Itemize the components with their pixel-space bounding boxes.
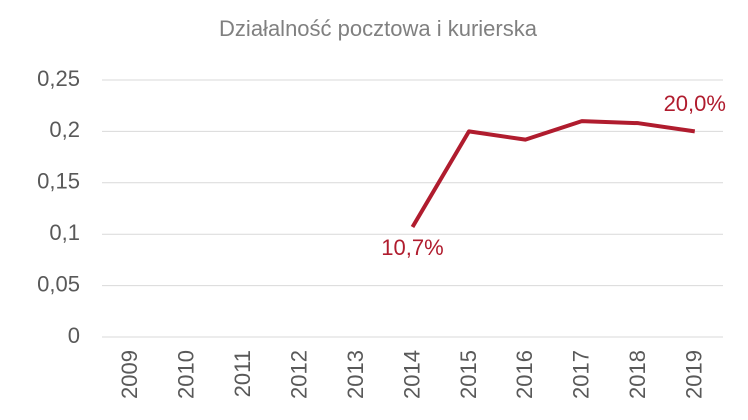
x-tick-label: 2014 <box>399 350 424 399</box>
x-tick-label: 2012 <box>286 350 311 399</box>
y-tick-label: 0,25 <box>37 66 80 91</box>
x-tick-label: 2016 <box>512 350 537 399</box>
y-tick-label: 0 <box>68 323 80 348</box>
y-tick-label: 0,05 <box>37 271 80 296</box>
y-tick-label: 0,2 <box>49 117 80 142</box>
x-tick-label: 2017 <box>569 350 594 399</box>
value-label: 20,0% <box>664 91 726 116</box>
x-tick-label: 2018 <box>625 350 650 399</box>
x-tick-label: 2009 <box>117 350 142 399</box>
value-label: 10,7% <box>381 235 443 260</box>
x-tick-label: 2010 <box>173 350 198 399</box>
y-tick-label: 0,1 <box>49 220 80 245</box>
y-tick-label: 0,15 <box>37 169 80 194</box>
data-line <box>410 119 696 229</box>
x-tick-label: 2013 <box>343 350 368 399</box>
chart-title: Działalność pocztowa i kurierska <box>219 16 538 41</box>
x-tick-label: 2011 <box>230 350 255 397</box>
x-tick-label: 2015 <box>456 350 481 399</box>
x-tick-label: 2019 <box>682 350 707 399</box>
